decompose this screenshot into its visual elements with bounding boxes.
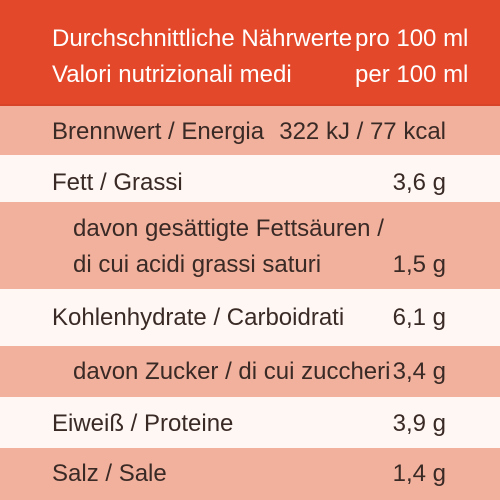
protein-value: 3,9 g (392, 410, 446, 437)
german-title: Durchschnittliche Nährwerte (52, 25, 353, 52)
energy-row: Brennwert / Energia 322 kJ / 77 kcal (0, 106, 500, 156)
sugar-label: davon Zucker / di cui zuccheri (73, 358, 391, 385)
energy-value: 322 kJ / 77 kcal (279, 118, 446, 145)
protein-row: Eiweiß / Proteine 3,9 g (0, 398, 500, 448)
saturated-fat-row: davon gesättigte Fettsäuren / di cui aci… (0, 202, 500, 290)
fat-row: Fett / Grassi 3,6 g (0, 156, 500, 202)
carbohydrates-value: 6,1 g (392, 304, 446, 331)
energy-label: Brennwert / Energia (52, 118, 265, 145)
fat-value: 3,6 g (392, 169, 446, 196)
fat-label: Fett / Grassi (52, 169, 183, 196)
saturated-fat-label-line-2: di cui acidi grassi saturi (73, 251, 322, 278)
nutrition-header: Durchschnittliche Nährwerte pro 100 ml V… (0, 0, 500, 106)
italian-unit: per 100 ml (355, 61, 469, 88)
divider-after-energy (0, 155, 500, 158)
divider-after-saturated-fat (0, 289, 500, 292)
salt-label: Salz / Sale (52, 460, 167, 487)
divider-after-sugar (0, 397, 500, 400)
italian-title: Valori nutrizionali medi (52, 61, 292, 88)
protein-label: Eiweiß / Proteine (52, 410, 234, 437)
salt-row: Salz / Sale 1,4 g (0, 448, 500, 500)
sugar-value: 3,4 g (392, 358, 446, 385)
saturated-fat-value: 1,5 g (392, 251, 446, 278)
saturated-fat-label-line-1: davon gesättigte Fettsäuren / (73, 215, 384, 242)
carbohydrates-label: Kohlenhydrate / Carboidrati (52, 304, 345, 331)
salt-value: 1,4 g (392, 460, 446, 487)
german-unit: pro 100 ml (355, 25, 469, 52)
sugar-row: davon Zucker / di cui zuccheri 3,4 g (0, 346, 500, 398)
carbohydrates-row: Kohlenhydrate / Carboidrati 6,1 g (0, 290, 500, 346)
